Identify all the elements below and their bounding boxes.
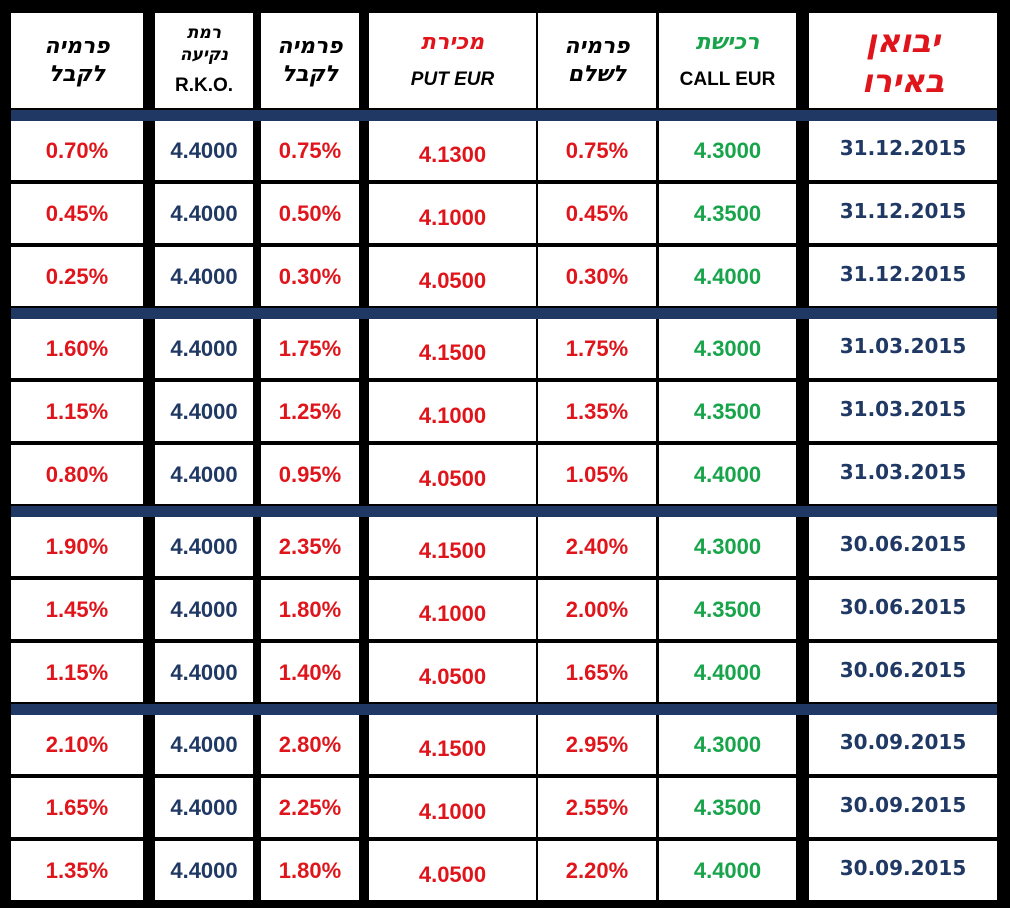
cell-put-strike: 4.1000 (369, 778, 536, 837)
cell-premium-receive-b: 2.25% (261, 778, 359, 837)
cell-put-strike: 4.1000 (369, 580, 536, 639)
cell-barrier-level: 4.4000 (155, 643, 253, 702)
cell-premium-pay: 2.00% (538, 580, 656, 639)
cell-premium-receive-a: 1.90% (11, 517, 143, 576)
cell-put-strike: 4.0500 (369, 643, 536, 702)
header-premium-pay: פרמיה לשלם (538, 13, 656, 108)
cell-premium-receive-a: 1.60% (11, 319, 143, 378)
cell-premium-receive-a: 1.45% (11, 580, 143, 639)
cell-premium-pay: 2.40% (538, 517, 656, 576)
cell-premium-receive-a: 0.25% (11, 247, 143, 306)
cell-call-strike: 4.4000 (659, 247, 796, 306)
cell-call-strike: 4.3000 (659, 121, 796, 180)
cell-premium-receive-a: 2.10% (11, 715, 143, 774)
cell-premium-pay: 2.20% (538, 841, 656, 900)
cell-premium-receive-b: 0.95% (261, 445, 359, 504)
cell-put-strike: 4.1500 (369, 517, 536, 576)
cell-premium-receive-a: 1.15% (11, 643, 143, 702)
cell-premium-pay: 1.35% (538, 382, 656, 441)
header-call-buy: רכישת CALL EUR (659, 13, 796, 108)
cell-premium-receive-b: 1.80% (261, 580, 359, 639)
cell-expiry-date: 31.03.2015 (809, 445, 997, 504)
cell-premium-receive-b: 1.40% (261, 643, 359, 702)
cell-call-strike: 4.3500 (659, 778, 796, 837)
header-title-euro-importer: יבואן באירו (809, 13, 997, 108)
cell-put-strike: 4.1000 (369, 184, 536, 243)
group-separator (11, 506, 997, 517)
cell-call-strike: 4.3000 (659, 517, 796, 576)
cell-premium-pay: 1.65% (538, 643, 656, 702)
cell-premium-pay: 1.75% (538, 319, 656, 378)
cell-call-strike: 4.3000 (659, 319, 796, 378)
cell-put-strike: 4.1300 (369, 121, 536, 180)
cell-barrier-level: 4.4000 (155, 184, 253, 243)
cell-premium-receive-b: 2.80% (261, 715, 359, 774)
cell-put-strike: 4.0500 (369, 841, 536, 900)
cell-barrier-level: 4.4000 (155, 517, 253, 576)
cell-call-strike: 4.3500 (659, 184, 796, 243)
cell-barrier-level: 4.4000 (155, 778, 253, 837)
cell-premium-receive-b: 2.35% (261, 517, 359, 576)
cell-premium-receive-b: 0.30% (261, 247, 359, 306)
cell-put-strike: 4.1500 (369, 715, 536, 774)
cell-premium-receive-b: 0.50% (261, 184, 359, 243)
cell-premium-receive-a: 0.70% (11, 121, 143, 180)
cell-expiry-date: 30.09.2015 (809, 715, 997, 774)
group-separator (11, 704, 997, 715)
cell-premium-pay: 2.95% (538, 715, 656, 774)
cell-premium-receive-b: 1.25% (261, 382, 359, 441)
cell-expiry-date: 31.12.2015 (809, 247, 997, 306)
cell-premium-receive-a: 1.35% (11, 841, 143, 900)
cell-premium-pay: 2.55% (538, 778, 656, 837)
cell-premium-receive-b: 1.75% (261, 319, 359, 378)
cell-expiry-date: 31.03.2015 (809, 319, 997, 378)
cell-premium-pay: 0.75% (538, 121, 656, 180)
cell-expiry-date: 30.06.2015 (809, 643, 997, 702)
cell-barrier-level: 4.4000 (155, 841, 253, 900)
cell-expiry-date: 30.09.2015 (809, 841, 997, 900)
header-premium-receive-b: פרמיה לקבל (261, 13, 359, 108)
cell-call-strike: 4.3000 (659, 715, 796, 774)
cell-premium-receive-b: 1.80% (261, 841, 359, 900)
cell-expiry-date: 30.09.2015 (809, 778, 997, 837)
cell-premium-receive-b: 0.75% (261, 121, 359, 180)
cell-call-strike: 4.4000 (659, 445, 796, 504)
cell-premium-receive-a: 1.15% (11, 382, 143, 441)
cell-barrier-level: 4.4000 (155, 445, 253, 504)
cell-put-strike: 4.1000 (369, 382, 536, 441)
cell-expiry-date: 31.12.2015 (809, 184, 997, 243)
group-separator (11, 308, 997, 319)
cell-premium-receive-a: 1.65% (11, 778, 143, 837)
cell-call-strike: 4.3500 (659, 580, 796, 639)
cell-barrier-level: 4.4000 (155, 382, 253, 441)
header-premium-receive-a: פרמיה לקבל (11, 13, 143, 108)
cell-barrier-level: 4.4000 (155, 580, 253, 639)
cell-premium-receive-a: 0.80% (11, 445, 143, 504)
group-separator (11, 110, 997, 121)
cell-call-strike: 4.3500 (659, 382, 796, 441)
header-put-sell: מכירת PUT EUR (369, 13, 536, 108)
cell-call-strike: 4.4000 (659, 841, 796, 900)
cell-premium-pay: 0.30% (538, 247, 656, 306)
cell-premium-pay: 1.05% (538, 445, 656, 504)
cell-call-strike: 4.4000 (659, 643, 796, 702)
cell-expiry-date: 30.06.2015 (809, 580, 997, 639)
cell-barrier-level: 4.4000 (155, 715, 253, 774)
cell-premium-pay: 0.45% (538, 184, 656, 243)
cell-put-strike: 4.0500 (369, 445, 536, 504)
header-barrier-level: רמת נקיעה R.K.O. (155, 13, 253, 108)
cell-barrier-level: 4.4000 (155, 247, 253, 306)
cell-expiry-date: 31.03.2015 (809, 382, 997, 441)
cell-expiry-date: 30.06.2015 (809, 517, 997, 576)
cell-put-strike: 4.0500 (369, 247, 536, 306)
cell-premium-receive-a: 0.45% (11, 184, 143, 243)
cell-barrier-level: 4.4000 (155, 319, 253, 378)
cell-put-strike: 4.1500 (369, 319, 536, 378)
cell-expiry-date: 31.12.2015 (809, 121, 997, 180)
cell-barrier-level: 4.4000 (155, 121, 253, 180)
